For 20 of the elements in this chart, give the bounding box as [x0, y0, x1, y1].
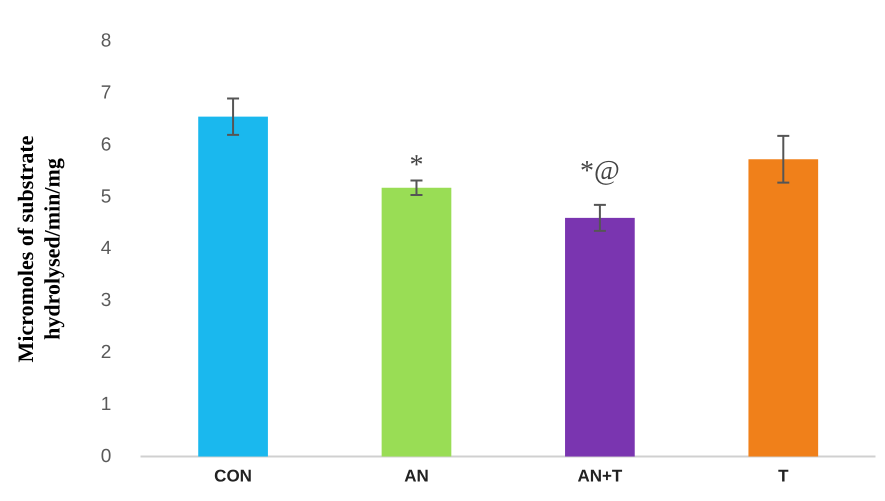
y-tick-label: 8 [100, 30, 112, 52]
y-tick-label: 1 [100, 394, 112, 415]
y-tick-label: 5 [100, 186, 112, 208]
bar [748, 159, 818, 457]
annotation: * [409, 149, 424, 180]
y-axis-title: Micromoles of substrate hydrolysed/min/mg [12, 135, 64, 362]
annotation: *@ [580, 156, 620, 187]
y-tick-label: 7 [100, 82, 112, 104]
x-tick-label: CON [214, 466, 252, 486]
x-tick-label: AN [404, 466, 429, 486]
bar [382, 188, 452, 457]
bar [198, 116, 268, 457]
x-tick-label: T [778, 466, 790, 486]
x-tick-label: AN+T [577, 466, 623, 486]
y-tick-label: 2 [100, 342, 112, 364]
bar [565, 218, 635, 457]
y-tick-label: 4 [100, 238, 112, 260]
y-tick-label: 0 [100, 446, 112, 467]
y-tick-label: 6 [100, 134, 112, 156]
y-tick-label: 3 [100, 290, 112, 312]
